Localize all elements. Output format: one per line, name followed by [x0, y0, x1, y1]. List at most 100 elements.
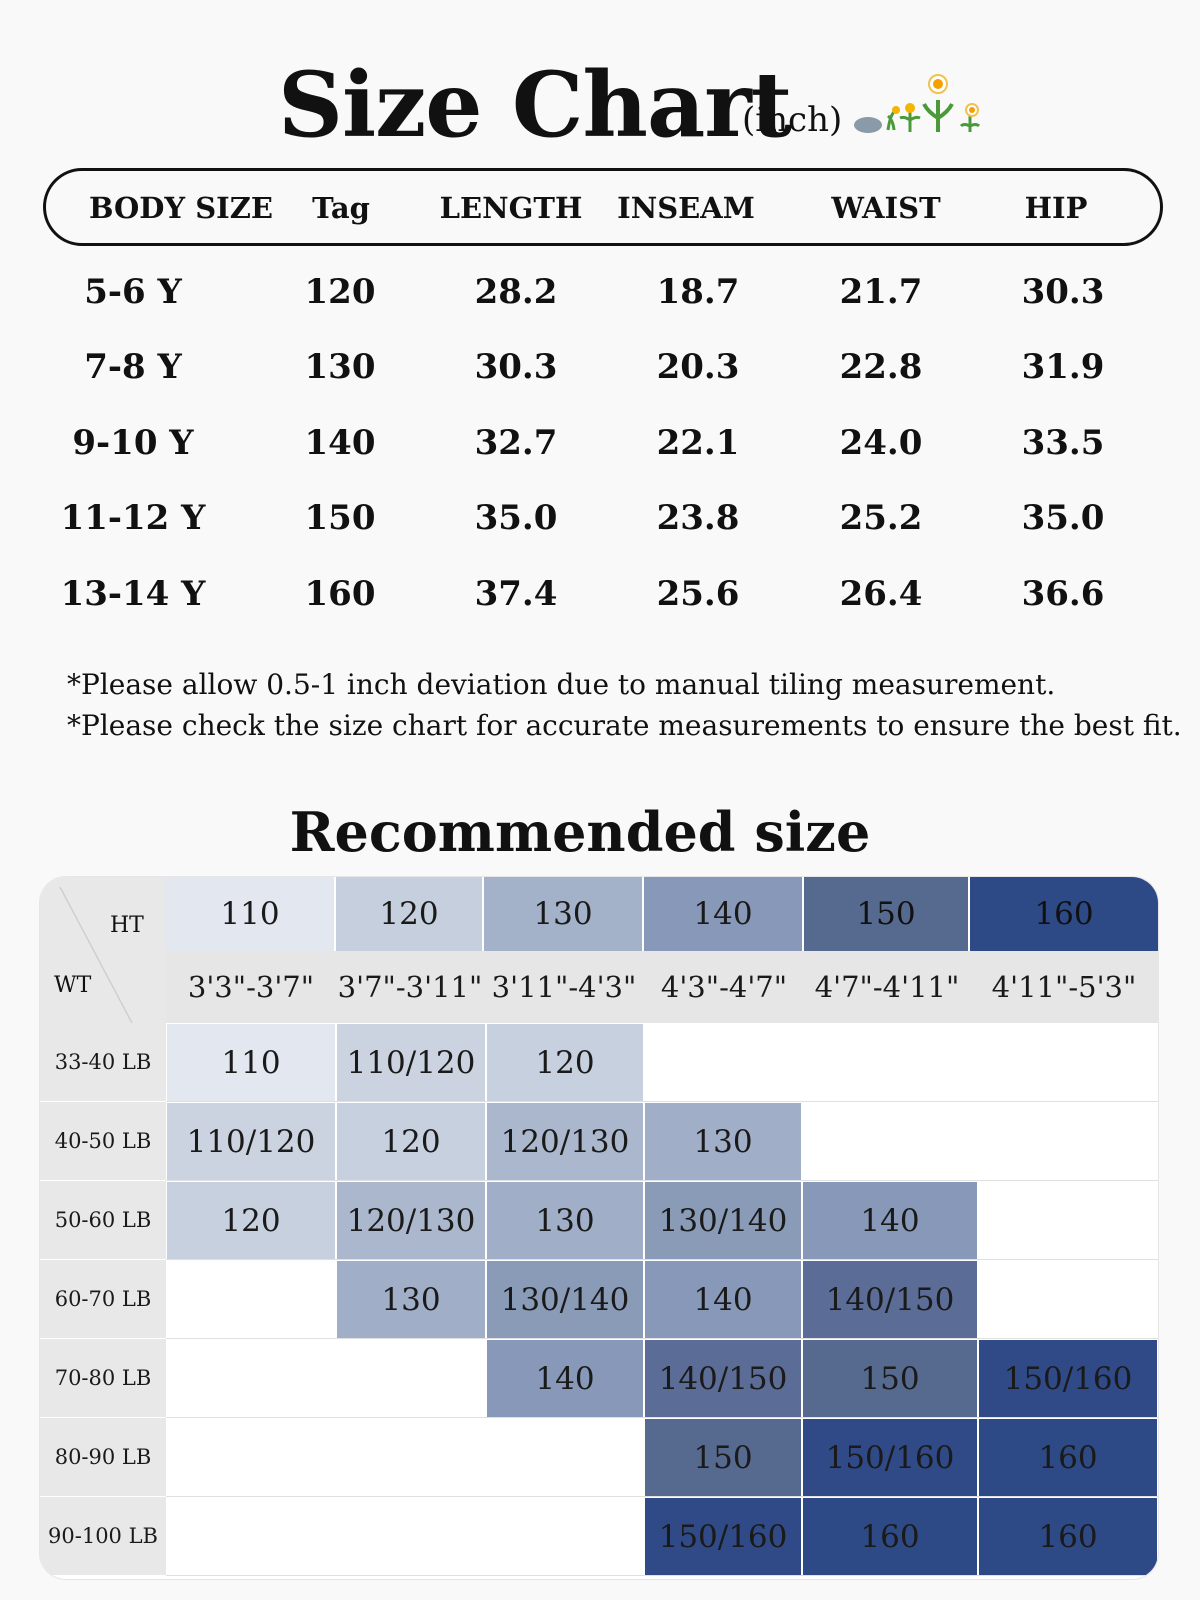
weight-label: 50-60 LB [40, 1181, 166, 1260]
measurement-cell: 140 [304, 423, 376, 463]
measurement-cell: 32.7 [474, 423, 558, 463]
measurement-cell: 18.7 [656, 272, 740, 312]
recommended-size-cell: 160 [979, 1419, 1157, 1496]
flowers-icon [854, 74, 981, 133]
measurement-cell: 26.4 [839, 574, 923, 614]
measurement-cell: 24.0 [839, 423, 923, 463]
weight-label: 80-90 LB [40, 1418, 166, 1497]
measurement-cell: 25.2 [839, 498, 923, 538]
recommended-size-cell: 150/160 [645, 1498, 801, 1575]
height-range-cell: 3'11"-4'3" [484, 951, 644, 1023]
recommended-size-cell: 110/120 [337, 1024, 485, 1101]
measurement-row: 7-8 Y 130 30.3 20.3 22.8 31.9 [0, 337, 1200, 397]
height-range-cell: 4'11"-5'3" [970, 951, 1158, 1023]
height-range-cell: 3'7"-3'11" [336, 951, 484, 1023]
recommended-size-cell: 120 [167, 1182, 335, 1259]
recommended-size-cell: 150 [803, 1340, 977, 1417]
corner-wt-label: WT [54, 973, 92, 998]
height-range-cell: 4'7"-4'11" [804, 951, 970, 1023]
measurement-cell: 13-14 Y [60, 574, 206, 614]
row-divider [166, 1180, 1158, 1181]
row-divider [166, 1259, 1158, 1260]
recommended-title: Recommended size [289, 800, 871, 864]
recommended-size-cell: 140/150 [803, 1261, 977, 1338]
recommended-size-cell: 120 [337, 1103, 485, 1180]
corner-cell [40, 877, 166, 1023]
recommended-size-cell: 140 [645, 1261, 801, 1338]
size-header-120: 120 [336, 877, 482, 951]
row-divider [166, 1575, 1158, 1576]
measurement-cell: 30.3 [474, 347, 558, 387]
measurement-cell: 130 [304, 347, 376, 387]
measurement-cell: 7-8 Y [84, 347, 182, 387]
recommended-size-cell: 130/140 [487, 1261, 643, 1338]
recommended-size-cell: 150 [645, 1419, 801, 1496]
measurement-cell: 37.4 [474, 574, 558, 614]
header-hip: HIP [1024, 191, 1088, 225]
size-header-110: 110 [166, 877, 334, 951]
measurement-cell: 23.8 [656, 498, 740, 538]
weight-label: 70-80 LB [40, 1339, 166, 1418]
corner-diagonal [59, 886, 133, 1023]
measurement-cell: 11-12 Y [60, 498, 206, 538]
recommended-size-cell: 130 [645, 1103, 801, 1180]
recommended-size-cell: 160 [979, 1498, 1157, 1575]
header-tag: Tag [312, 191, 370, 225]
measurement-cell: 36.6 [1021, 574, 1105, 614]
corner-ht-label: HT [110, 913, 144, 938]
header-inseam: INSEAM [617, 191, 755, 225]
measurement-cell: 22.8 [839, 347, 923, 387]
unit-label: (inch) [742, 100, 843, 140]
recommended-size-cell: 120/130 [487, 1103, 643, 1180]
recommended-size-cell: 110 [167, 1024, 335, 1101]
height-range-cell: 3'3"-3'7" [166, 951, 336, 1023]
recommended-size-cell: 160 [803, 1498, 977, 1575]
measurement-row: 5-6 Y 120 28.2 18.7 21.7 30.3 [0, 262, 1200, 322]
recommended-size-cell: 120/130 [337, 1182, 485, 1259]
header-waist: WAIST [831, 191, 941, 225]
measurement-row: 13-14 Y 160 37.4 25.6 26.4 36.6 [0, 564, 1200, 624]
header-length: LENGTH [439, 191, 583, 225]
size-header-140: 140 [644, 877, 802, 951]
row-divider [166, 1101, 1158, 1102]
recommended-size-cell: 140/150 [645, 1340, 801, 1417]
recommended-size-cell: 140 [803, 1182, 977, 1259]
weight-label: 60-70 LB [40, 1260, 166, 1339]
measurement-row: 11-12 Y 150 35.0 23.8 25.2 35.0 [0, 488, 1200, 548]
note-accuracy: *Please check the size chart for accurat… [67, 709, 1182, 742]
row-divider [166, 1417, 1158, 1418]
measurement-row: 9-10 Y 140 32.7 22.1 24.0 33.5 [0, 413, 1200, 473]
size-header-160: 160 [970, 877, 1158, 951]
size-header-150: 150 [804, 877, 968, 951]
recommended-size-cell: 110/120 [167, 1103, 335, 1180]
recommended-size-cell: 130/140 [645, 1182, 801, 1259]
measurement-cell: 20.3 [656, 347, 740, 387]
row-divider [166, 1496, 1158, 1497]
recommended-size-grid: HT WT 110 3'3"-3'7" 120 3'7"-3'11" 130 3'11"-… [40, 877, 1158, 1579]
measurement-cell: 33.5 [1021, 423, 1105, 463]
measurement-cell: 160 [304, 574, 376, 614]
measurement-cell: 28.2 [474, 272, 558, 312]
measurement-cell: 31.9 [1021, 347, 1105, 387]
recommended-size-cell: 140 [487, 1340, 643, 1417]
measurement-header: BODY SIZE Tag LENGTH INSEAM WAIST HIP [43, 168, 1163, 246]
measurement-cell: 25.6 [656, 574, 740, 614]
measurement-cell: 35.0 [1021, 498, 1105, 538]
size-header-130: 130 [484, 877, 642, 951]
recommended-size-cell: 130 [487, 1182, 643, 1259]
page-title: Size Chart [278, 52, 792, 158]
recommended-size-cell: 120 [487, 1024, 643, 1101]
measurement-cell: 5-6 Y [84, 272, 182, 312]
measurement-cell: 30.3 [1021, 272, 1105, 312]
measurement-cell: 9-10 Y [72, 423, 194, 463]
measurement-cell: 120 [304, 272, 376, 312]
row-divider [166, 1338, 1158, 1339]
height-range-cell: 4'3"-4'7" [644, 951, 804, 1023]
header-body-size: BODY SIZE [88, 191, 274, 225]
weight-label: 90-100 LB [40, 1497, 166, 1576]
measurement-cell: 21.7 [839, 272, 923, 312]
measurement-cell: 35.0 [474, 498, 558, 538]
measurement-cell: 150 [304, 498, 376, 538]
recommended-size-cell: 130 [337, 1261, 485, 1338]
weight-label: 33-40 LB [40, 1023, 166, 1102]
